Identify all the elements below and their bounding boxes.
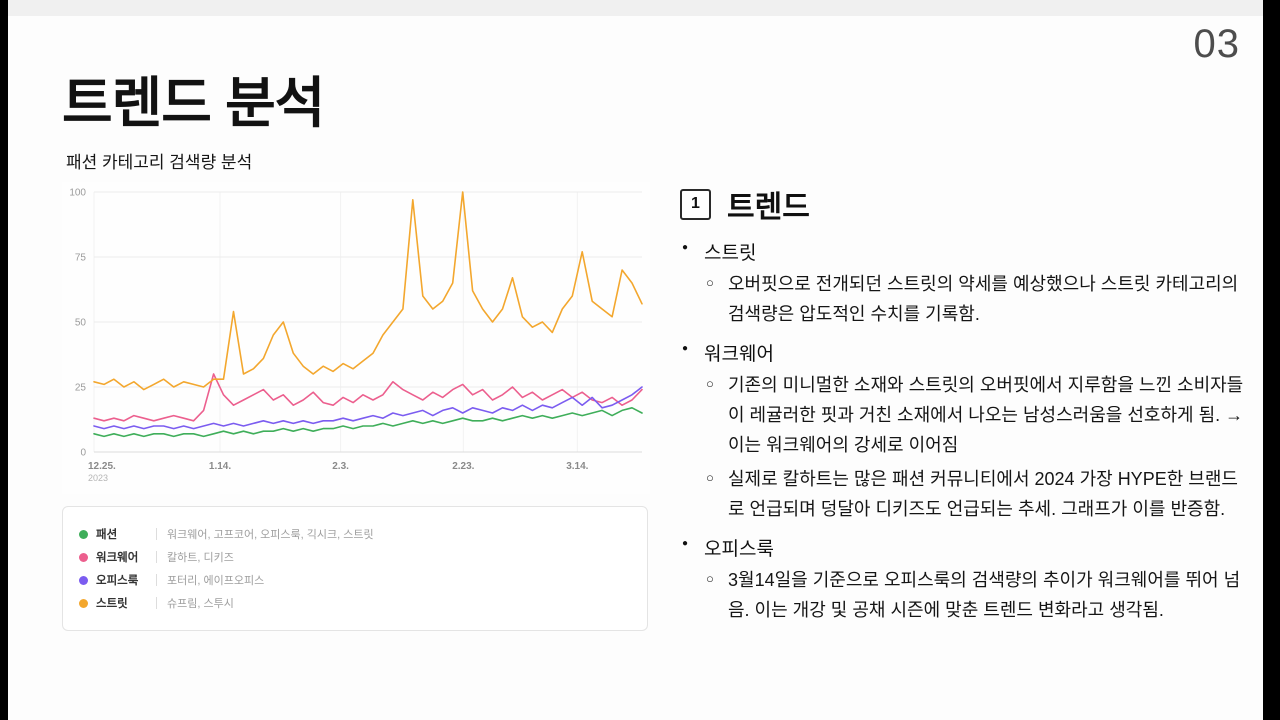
legend-dot-officelook xyxy=(79,575,88,585)
svg-text:50: 50 xyxy=(75,318,87,329)
svg-text:75: 75 xyxy=(75,253,87,264)
bullet-subitem: 실제로 칼하트는 많은 패션 커뮤니티에서 2024 가장 HYPE한 브랜드로… xyxy=(706,465,1246,525)
legend-divider xyxy=(156,574,157,586)
legend-keywords: 포터리, 에이프오피스 xyxy=(167,575,265,587)
section-number-badge: 1 xyxy=(680,188,711,220)
legend-name: 워크웨어 xyxy=(96,552,139,564)
bullet-item-officelook: 오피스룩 xyxy=(680,534,1246,561)
panel-heading: 트렌드 xyxy=(727,191,810,224)
legend-dot-workwear xyxy=(79,552,88,562)
bullet-item-workwear: 워크웨어 xyxy=(680,339,1246,366)
slide-subtitle: 패션 카테고리 검색량 분석 xyxy=(66,153,253,172)
svg-text:2.23.: 2.23. xyxy=(452,461,474,472)
top-strip xyxy=(8,0,1263,16)
bullet-subitem: 기존의 미니멀한 소재와 스트릿의 오버핏에서 지루함을 느낀 소비자들이 레귤… xyxy=(706,371,1246,461)
search-trend-chart: 0 25 50 75 100 12.25. 2023 1.14. 2.3. 2.23. 3.14. … xyxy=(62,182,652,631)
legend-row: 오피스룩 포터리, 에이프오피스 xyxy=(79,572,631,588)
svg-text:1.14.: 1.14. xyxy=(209,461,231,472)
legend-keywords: 슈프림, 스투시 xyxy=(167,598,234,610)
legend-keywords: 워크웨어, 고프코어, 오피스룩, 긱시크, 스트릿 xyxy=(167,529,374,541)
page-number: 03 xyxy=(1193,22,1240,66)
slide-title: 트렌드 분석 xyxy=(62,72,325,134)
bullet-list: 스트릿 오버핏으로 전개되던 스트릿의 약세를 예상했으나 스트릿 카테고리의 … xyxy=(680,238,1246,626)
legend-name: 스트릿 xyxy=(96,598,128,610)
bullet-subitem: 오버핏으로 전개되던 스트릿의 약세를 예상했으나 스트릿 카테고리의 검색량은… xyxy=(706,270,1246,330)
line-chart: 0 25 50 75 100 12.25.2023 1.14. 2.3. 2.23. 3.14. xyxy=(62,182,650,494)
letterbox-bar-right xyxy=(1263,0,1280,720)
bullet-subitem: 3월14일을 기준으로 오피스룩의 검색량의 추이가 워크웨어를 뛰어 넘음. … xyxy=(706,566,1246,626)
bullet-item-street: 스트릿 xyxy=(680,238,1246,265)
legend-divider xyxy=(156,528,157,540)
svg-text:2.3.: 2.3. xyxy=(332,461,349,472)
legend-divider xyxy=(156,551,157,563)
trend-analysis-panel: 1 트렌드 스트릿 오버핏으로 전개되던 스트릿의 약세를 예상했으나 스트릿 … xyxy=(680,182,1246,631)
legend-name: 패션 xyxy=(96,529,118,541)
svg-text:25: 25 xyxy=(75,383,87,394)
svg-text:2023: 2023 xyxy=(88,473,108,483)
legend-keywords: 칼하트, 디키즈 xyxy=(167,552,234,564)
svg-text:0: 0 xyxy=(80,448,86,459)
legend-row: 패션 워크웨어, 고프코어, 오피스룩, 긱시크, 스트릿 xyxy=(79,526,631,542)
legend-name: 오피스룩 xyxy=(96,575,139,587)
svg-text:3.14.: 3.14. xyxy=(566,461,588,472)
legend-divider xyxy=(156,597,157,609)
legend-row: 워크웨어 칼하트, 디키즈 xyxy=(79,549,631,565)
svg-text:100: 100 xyxy=(69,188,86,199)
svg-text:12.25.: 12.25. xyxy=(88,461,116,472)
legend-dot-street xyxy=(79,598,88,608)
letterbox-bar-left xyxy=(0,0,8,720)
legend-dot-fashion xyxy=(79,529,88,539)
legend-row: 스트릿 슈프림, 스투시 xyxy=(79,595,631,611)
chart-legend: 패션 워크웨어, 고프코어, 오피스룩, 긱시크, 스트릿 워크웨어 칼하트, … xyxy=(62,506,648,631)
panel-header: 1 트렌드 xyxy=(680,182,1246,226)
